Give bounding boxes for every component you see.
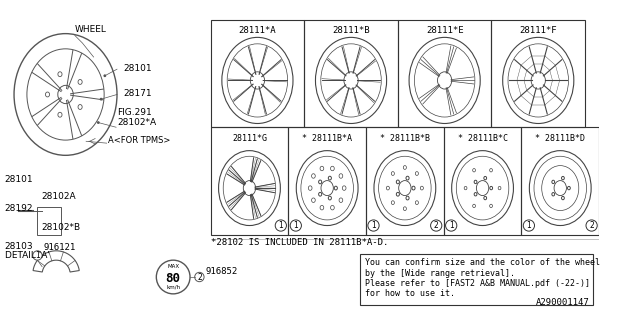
Text: 28102A: 28102A (41, 192, 76, 201)
Text: 28103: 28103 (4, 242, 33, 251)
Bar (211, 20, 304, 127)
Text: 28101: 28101 (4, 174, 33, 184)
Text: 28171: 28171 (124, 89, 152, 98)
Bar (211, 127, 288, 235)
Text: 1: 1 (35, 251, 40, 260)
Text: 2: 2 (434, 221, 438, 230)
Text: 2: 2 (197, 273, 202, 282)
Text: 28111*E: 28111*E (426, 26, 463, 35)
Text: 28111*G: 28111*G (232, 134, 267, 143)
Text: * 28111B*D: * 28111B*D (535, 134, 585, 143)
Bar (288, 127, 366, 235)
Text: 916852: 916852 (205, 267, 237, 276)
Ellipse shape (78, 105, 82, 109)
Text: DETAIL 'A': DETAIL 'A' (4, 251, 49, 260)
Bar (492, 20, 585, 127)
Text: 28111*B: 28111*B (332, 26, 370, 35)
Circle shape (524, 220, 534, 231)
Text: 1: 1 (449, 221, 454, 230)
Text: You can confirm size and the color of the wheel
by the [Wide range retrieval].
P: You can confirm size and the color of th… (365, 258, 600, 299)
Text: A290001147: A290001147 (536, 298, 589, 307)
Bar (304, 20, 398, 127)
Circle shape (445, 220, 457, 231)
Ellipse shape (100, 98, 102, 100)
Circle shape (290, 220, 301, 231)
Bar (360, 254, 593, 305)
Text: 28111*F: 28111*F (520, 26, 557, 35)
Text: 28192: 28192 (4, 204, 33, 213)
Circle shape (368, 220, 379, 231)
Ellipse shape (45, 92, 49, 97)
Text: 1: 1 (278, 221, 284, 230)
Circle shape (586, 220, 597, 231)
Text: * 28111B*B: * 28111B*B (380, 134, 430, 143)
Ellipse shape (58, 72, 62, 77)
Ellipse shape (58, 112, 62, 117)
Text: 916121: 916121 (43, 243, 76, 252)
Text: km/h: km/h (166, 285, 180, 290)
Bar (398, 20, 492, 127)
Text: 28111*A: 28111*A (239, 26, 276, 35)
Text: 28102*B: 28102*B (41, 223, 80, 232)
Ellipse shape (78, 80, 82, 84)
Ellipse shape (97, 121, 100, 124)
Text: FIG.291: FIG.291 (117, 108, 152, 117)
Text: * 28111B*A: * 28111B*A (302, 134, 352, 143)
Text: * 28111B*C: * 28111B*C (458, 134, 508, 143)
Text: 28102*A: 28102*A (117, 118, 156, 127)
Circle shape (275, 220, 287, 231)
Bar (522, 127, 599, 235)
Text: 2: 2 (589, 221, 594, 230)
Text: WHEEL: WHEEL (75, 25, 107, 34)
Text: *28102 IS INCLUDED IN 28111B*A-D.: *28102 IS INCLUDED IN 28111B*A-D. (211, 238, 388, 247)
Circle shape (431, 220, 442, 231)
Bar (38, 207, 61, 235)
Text: 80: 80 (166, 272, 180, 285)
Text: 28101: 28101 (124, 64, 152, 73)
Circle shape (33, 251, 42, 260)
Circle shape (195, 272, 204, 282)
Text: 1: 1 (293, 221, 298, 230)
Text: 1: 1 (527, 221, 531, 230)
Ellipse shape (104, 74, 106, 77)
Bar (444, 127, 522, 235)
Bar (366, 127, 444, 235)
Text: MAX: MAX (167, 264, 179, 269)
Circle shape (156, 260, 190, 294)
Text: 1: 1 (371, 221, 376, 230)
Text: A<FOR TPMS>: A<FOR TPMS> (108, 136, 170, 145)
